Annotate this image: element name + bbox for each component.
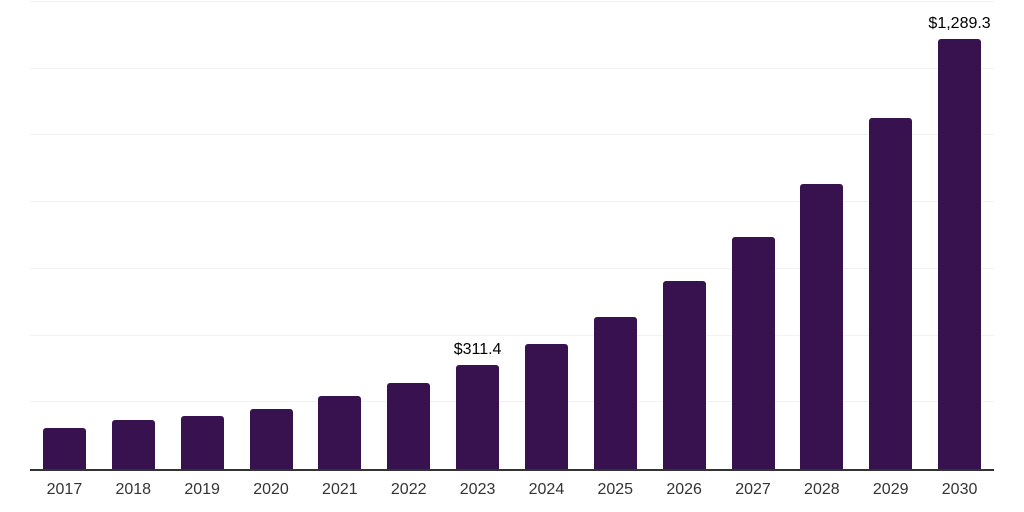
bar-2029 (869, 118, 913, 469)
x-tick-2026: 2026 (666, 481, 702, 498)
x-tick-2019: 2019 (184, 481, 220, 498)
x-tick-2018: 2018 (115, 481, 152, 498)
bar-2019 (180, 415, 224, 469)
x-axis: 2017 2018 2019 2020 2021 2022 2023 2024 2025 2026… (30, 480, 994, 504)
x-tick-2024: 2024 (528, 481, 565, 498)
bar-value-label-2030: $1,289.3 (928, 14, 991, 32)
x-tick-2028: 2028 (804, 481, 840, 498)
bar-value-label-2023: $311.4 (453, 341, 502, 359)
x-tick-2025: 2025 (597, 481, 634, 498)
bar-2020 (249, 408, 293, 469)
x-tick-2029: 2029 (872, 481, 909, 498)
gridline-400 (30, 334, 994, 336)
bar-2030 (938, 38, 982, 469)
x-tick-2021: 2021 (322, 481, 358, 498)
gridline-1200 (30, 67, 994, 69)
plot-area: $311.4 $1,289.3 (30, 0, 994, 471)
x-tick-2022: 2022 (390, 481, 427, 498)
x-tick-2023: 2023 (459, 481, 496, 498)
bar-2021 (318, 395, 362, 469)
gridline-1000 (30, 134, 994, 136)
x-tick-2027: 2027 (735, 481, 771, 498)
x-tick-2017: 2017 (46, 481, 83, 498)
bar-2017 (42, 427, 86, 469)
bar-2024 (524, 343, 568, 469)
bar-2018 (111, 419, 155, 469)
bar-2023 (456, 365, 500, 469)
gridline-800 (30, 201, 994, 203)
x-tick-2020: 2020 (253, 481, 289, 498)
x-tick-2030: 2030 (941, 481, 978, 498)
gridline-200 (30, 401, 994, 403)
bar-2025 (593, 317, 637, 469)
bar-2027 (731, 236, 775, 469)
bar-2026 (662, 280, 706, 469)
gridline-600 (30, 267, 994, 269)
bar-2028 (800, 183, 844, 469)
gridline-1400 (30, 1, 994, 2)
bar-2022 (387, 382, 431, 469)
